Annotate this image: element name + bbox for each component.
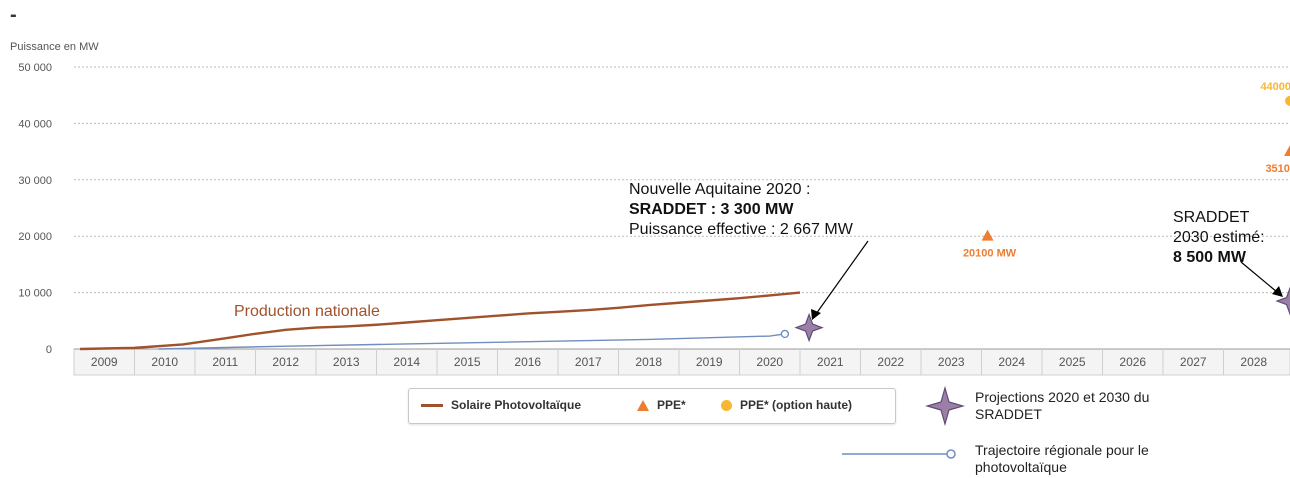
x-tick-label: 2027 — [1180, 355, 1207, 369]
x-tick-label: 2015 — [454, 355, 481, 369]
arrow-aquitaine — [811, 240, 869, 320]
ppe-value-label: 35100 MW — [1265, 163, 1290, 175]
x-tick-label: 2010 — [151, 355, 178, 369]
x-tick-label: 2018 — [635, 355, 662, 369]
ppe-high-dot — [1285, 95, 1290, 106]
star-icon — [925, 386, 965, 426]
legend-item-ppe-high[interactable]: PPE* (option haute) — [721, 398, 852, 412]
grid-layer — [74, 66, 1290, 294]
annotation-sraddet2030-value: 8 500 MW — [1173, 249, 1246, 266]
legend-ppe-high-label: PPE* (option haute) — [740, 398, 852, 412]
top-mark: - — [10, 4, 17, 26]
x-tick-label: 2020 — [756, 355, 783, 369]
series-solaire-line — [80, 291, 801, 351]
legend-projections: Projections 2020 et 2030 du SRADDET — [975, 389, 1150, 422]
annotation-sraddet2030-title: SRADDET — [1173, 209, 1250, 226]
ppe-triangle — [1284, 145, 1290, 157]
x-tick-label: 2009 — [91, 355, 118, 369]
x-tick-label: 2023 — [938, 355, 965, 369]
trajectoire-end-marker — [780, 329, 790, 339]
annotation-aquitaine-2020: Nouvelle Aquitaine 2020 : SRADDET : 3 30… — [629, 180, 853, 240]
x-tick-label: 2016 — [514, 355, 541, 369]
series-layer — [80, 291, 801, 351]
legend-item-solar[interactable]: Solaire Photovoltaïque — [421, 398, 581, 412]
trajectoire-line-icon — [842, 449, 956, 459]
production-nationale-label: Production nationale — [234, 303, 380, 320]
annotation-sraddet-2030: SRADDET 2030 estimé: 8 500 MW — [1173, 208, 1265, 268]
sraddet-star-marker — [794, 312, 824, 343]
triangle-icon — [637, 399, 649, 411]
ppe-value-label: 20100 MW — [963, 248, 1017, 260]
series-trajectoire-line — [158, 333, 785, 350]
sraddet-star-marker — [1275, 286, 1290, 316]
legend-trajectoire: Trajectoire régionale pour le photovolta… — [975, 442, 1149, 475]
x-tick-label: 2019 — [696, 355, 723, 369]
legend-item-ppe[interactable]: PPE* — [637, 398, 686, 412]
y-tick-label: 20 000 — [18, 231, 52, 243]
annotation-aquitaine-sraddet: SRADDET : 3 300 MW — [629, 201, 794, 218]
legend-line-icon — [421, 403, 443, 407]
legend-box: Solaire Photovoltaïque PPE* PPE* (option… — [408, 388, 896, 424]
y-axis-label: Puissance en MW — [10, 41, 99, 53]
marker-layer: 20100 MW 35100 MW 44000 MW — [794, 81, 1290, 343]
annotation-sraddet2030-estimate: 2030 estimé: — [1173, 229, 1265, 246]
x-tick-label: 2025 — [1059, 355, 1086, 369]
x-tick-label: 2028 — [1240, 355, 1267, 369]
ppe-triangle — [981, 229, 994, 241]
x-tick-label: 2026 — [1119, 355, 1146, 369]
arrow-sraddet-2030 — [1240, 261, 1283, 297]
x-tick-label: 2021 — [817, 355, 844, 369]
x-axis-band — [73, 348, 1290, 376]
y-tick-label: 40 000 — [18, 118, 52, 130]
circle-icon — [721, 399, 732, 411]
x-tick-label: 2024 — [998, 355, 1025, 369]
y-tick-label: 10 000 — [18, 288, 52, 300]
x-tick-label: 2012 — [272, 355, 299, 369]
y-tick-label: 50 000 — [18, 62, 52, 74]
x-tick-label: 2022 — [877, 355, 904, 369]
x-tick-label: 2011 — [212, 355, 238, 369]
x-tick-label: 2014 — [393, 355, 420, 369]
axis-layer: 0 10 000 20 000 30 000 40 000 50 000 2009 2010 2… — [18, 62, 1290, 376]
annotation-aquitaine-effective: Puissance effective : 2 667 MW — [629, 221, 853, 238]
legend-ppe-label: PPE* — [657, 398, 686, 412]
annotation-aquitaine-title: Nouvelle Aquitaine 2020 : — [629, 181, 811, 198]
x-tick-label: 2017 — [575, 355, 602, 369]
legend-solar-label: Solaire Photovoltaïque — [451, 398, 582, 412]
y-tick-label: 0 — [46, 344, 52, 356]
ppe-high-value-label: 44000 MW — [1260, 81, 1290, 93]
x-tick-label: 2013 — [333, 355, 360, 369]
y-tick-label: 30 000 — [18, 175, 52, 187]
